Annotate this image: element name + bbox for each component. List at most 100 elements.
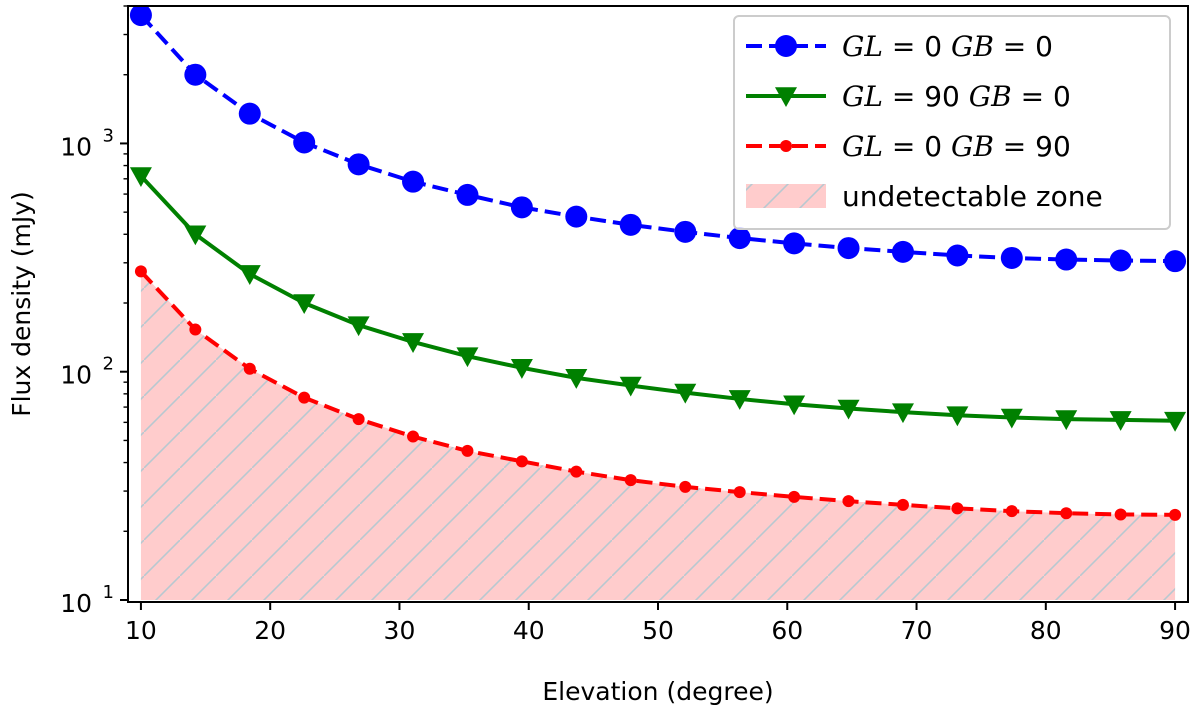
x-tick-label: 80 xyxy=(1030,616,1062,645)
data-point xyxy=(842,495,855,508)
data-point xyxy=(565,369,588,389)
legend-item-2: GL = 0 GB = 90 xyxy=(746,130,1071,163)
data-point xyxy=(1060,507,1073,520)
data-point xyxy=(238,102,261,125)
y-tick-exponent: 3 xyxy=(103,125,114,146)
data-point xyxy=(946,244,969,267)
legend: GL = 0 GB = 0 GL = 90 GB = 0 GL = 0 GB = 9… xyxy=(733,15,1171,230)
legend-marker xyxy=(775,35,797,57)
x-tick-label: 90 xyxy=(1159,616,1191,645)
y-axis-label: Flux density (mJy) xyxy=(7,191,36,417)
x-tick-label: 60 xyxy=(771,616,803,645)
y-tick-label: 10 xyxy=(60,132,92,161)
undetectable-zone-area xyxy=(140,271,1176,600)
data-point xyxy=(184,225,207,246)
data-point xyxy=(1169,508,1182,521)
data-point xyxy=(1114,508,1127,521)
data-point xyxy=(402,333,425,353)
legend-label: GL = 0 GB = 0 xyxy=(842,30,1053,63)
data-point xyxy=(347,316,370,337)
legend-item-0: GL = 0 GB = 0 xyxy=(746,30,1053,63)
data-point xyxy=(293,294,316,314)
data-point xyxy=(733,486,746,499)
data-point xyxy=(788,490,801,503)
series-line-1 xyxy=(139,174,1176,423)
data-point xyxy=(1164,250,1187,273)
data-point xyxy=(243,362,256,375)
y-tick-label: 10 xyxy=(60,361,92,390)
data-point xyxy=(837,399,860,420)
data-point xyxy=(352,413,365,426)
data-point xyxy=(456,347,479,368)
legend-swatch-hatch xyxy=(746,184,826,208)
y-tick-label: 10 xyxy=(60,589,92,618)
data-point xyxy=(1055,248,1078,271)
legend-item-fill: undetectable zone xyxy=(746,180,1103,213)
legend-label: undetectable zone xyxy=(842,180,1103,213)
data-point xyxy=(510,196,533,219)
data-point xyxy=(946,406,969,427)
data-point xyxy=(728,227,751,250)
data-point xyxy=(674,220,697,243)
data-point xyxy=(1055,410,1078,431)
data-point xyxy=(461,444,474,457)
series-1 xyxy=(129,167,1187,432)
data-point xyxy=(402,170,425,193)
data-point xyxy=(783,232,806,255)
data-point xyxy=(783,395,806,416)
data-point xyxy=(510,359,533,379)
data-point xyxy=(407,430,420,443)
data-point xyxy=(624,474,637,487)
series-0 xyxy=(129,6,1187,273)
y-axis: 10 1 10 2 10 3 xyxy=(60,5,128,618)
data-point xyxy=(1109,411,1132,431)
legend-item-1: GL = 90 GB = 0 xyxy=(746,80,1071,113)
x-tick-label: 50 xyxy=(642,616,674,645)
x-axis: 10 20 30 40 50 60 70 80 90 xyxy=(125,602,1191,645)
data-point xyxy=(565,205,588,228)
data-point xyxy=(298,391,311,404)
y-tick-exponent: 1 xyxy=(103,582,114,603)
data-point xyxy=(515,455,528,468)
series-layer xyxy=(129,6,1187,521)
data-point xyxy=(184,63,207,86)
data-point xyxy=(189,323,202,336)
x-tick-label: 70 xyxy=(901,616,933,645)
series-line-2 xyxy=(139,270,1176,517)
y-tick-exponent: 2 xyxy=(103,354,114,375)
data-point xyxy=(896,498,909,511)
legend-marker xyxy=(775,87,797,107)
x-axis-label: Elevation (degree) xyxy=(542,677,773,706)
legend-frame xyxy=(733,15,1171,230)
series-2 xyxy=(134,265,1182,521)
data-point xyxy=(129,167,152,188)
legend-label: GL = 0 GB = 90 xyxy=(842,130,1071,163)
x-tick-label: 40 xyxy=(513,616,545,645)
x-tick-label: 20 xyxy=(254,616,286,645)
data-point xyxy=(238,265,261,285)
data-point xyxy=(728,390,751,410)
data-point xyxy=(619,376,642,397)
data-point xyxy=(837,237,860,260)
data-point xyxy=(129,6,152,27)
data-point xyxy=(891,403,914,424)
data-point xyxy=(891,240,914,263)
data-point xyxy=(456,183,479,206)
data-point xyxy=(1000,246,1023,269)
data-point xyxy=(674,383,697,404)
data-point xyxy=(679,480,692,493)
data-point xyxy=(134,265,147,278)
data-point xyxy=(293,131,316,154)
x-tick-label: 10 xyxy=(125,616,157,645)
data-point xyxy=(1109,249,1132,272)
data-point xyxy=(1000,408,1023,429)
x-tick-label: 30 xyxy=(384,616,416,645)
data-point xyxy=(619,213,642,236)
data-point xyxy=(347,153,370,176)
data-point xyxy=(951,502,964,515)
data-point xyxy=(570,465,583,478)
legend-label: GL = 90 GB = 0 xyxy=(842,80,1071,113)
undetectable-zone-hatch xyxy=(140,271,1176,600)
data-point xyxy=(1005,505,1018,518)
